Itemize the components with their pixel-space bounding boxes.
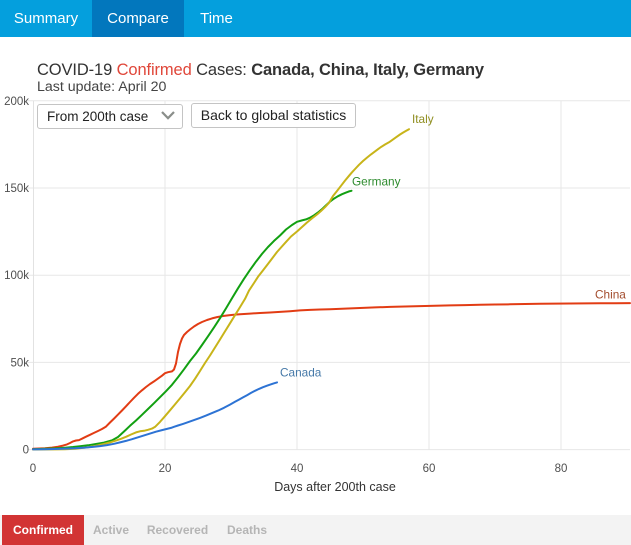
svg-text:China: China (595, 288, 626, 302)
svg-text:50k: 50k (10, 357, 29, 369)
svg-text:0: 0 (30, 463, 36, 475)
svg-text:Canada: Canada (280, 366, 322, 380)
svg-text:Italy: Italy (412, 112, 434, 126)
svg-text:60: 60 (423, 463, 436, 475)
svg-text:20: 20 (159, 463, 172, 475)
svg-text:40: 40 (291, 463, 304, 475)
svg-text:200k: 200k (4, 96, 29, 108)
svg-text:150k: 150k (4, 183, 29, 195)
svg-text:Days after 200th case: Days after 200th case (274, 480, 396, 494)
svg-text:Germany: Germany (352, 175, 401, 189)
svg-text:0: 0 (23, 445, 29, 457)
svg-text:80: 80 (555, 463, 568, 475)
svg-text:100k: 100k (4, 270, 29, 282)
